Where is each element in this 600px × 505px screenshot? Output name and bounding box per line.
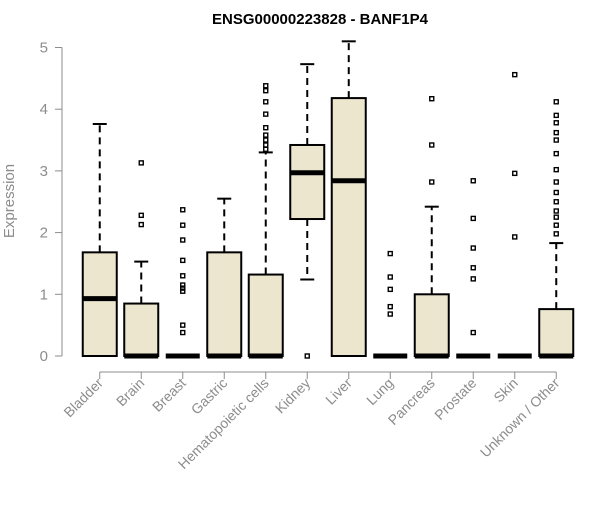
outlier-point [263, 125, 269, 131]
box-group [413, 96, 450, 359]
outlier-point [553, 179, 559, 185]
outlier-point [387, 274, 393, 280]
outlier-point [180, 257, 186, 264]
boxes-layer [81, 40, 575, 359]
outlier-point [387, 250, 393, 257]
outlier-point [470, 329, 476, 336]
outlier-point [263, 111, 269, 117]
outlier-point [180, 285, 186, 291]
x-tick-label: Brain [113, 375, 147, 409]
x-tick-label: Liver [322, 375, 355, 408]
x-tick-label: Kidney [272, 375, 314, 417]
outlier-point [180, 329, 186, 336]
box [538, 308, 575, 357]
outlier-point [553, 137, 559, 143]
outlier-point [263, 146, 269, 153]
outlier-point [470, 245, 476, 251]
outlier-point [429, 179, 435, 185]
outlier-point [470, 276, 476, 282]
outlier-point [138, 160, 144, 166]
outlier-point [180, 207, 186, 213]
outlier-point [429, 142, 435, 148]
outlier-point [304, 353, 310, 359]
outlier-point [263, 83, 269, 89]
outlier-point [387, 311, 393, 317]
box-group [330, 40, 367, 358]
box [413, 293, 450, 357]
y-tick-label: 1 [40, 286, 48, 303]
box-group [206, 197, 243, 359]
outlier-point [512, 234, 518, 240]
outlier-point [138, 212, 144, 219]
outlier-point [263, 142, 269, 148]
x-tick-label: Bladder [60, 375, 106, 421]
outlier-point [553, 231, 559, 237]
box-group [165, 207, 200, 359]
box [81, 251, 118, 357]
outlier-point [553, 208, 559, 214]
y-tick-label: 4 [40, 101, 48, 118]
box-group [373, 250, 408, 359]
outlier-point [470, 215, 476, 222]
box-group [497, 71, 532, 359]
outlier-point [553, 150, 559, 157]
outlier-point [553, 112, 559, 119]
box-group [289, 63, 326, 359]
outlier-point [263, 99, 269, 105]
x-tick-label: Lung [363, 375, 396, 408]
outlier-point [138, 221, 144, 228]
y-tick-label: 0 [40, 348, 48, 365]
outlier-point [553, 199, 559, 205]
y-axis: 0 1 2 3 4 5 [40, 40, 63, 365]
outlier-point [553, 120, 559, 126]
outlier-point [387, 286, 393, 293]
outlier-point [470, 178, 476, 184]
outlier-point [180, 322, 186, 328]
outlier-point [180, 237, 186, 243]
outlier-point [263, 87, 269, 94]
y-tick-label: 5 [40, 40, 48, 57]
outlier-point [512, 71, 518, 78]
box [330, 97, 367, 358]
box-group [247, 83, 284, 359]
box [289, 143, 326, 221]
y-axis-label: Expression [1, 164, 18, 238]
box-group [123, 160, 160, 359]
outlier-point [387, 303, 393, 310]
box [123, 302, 160, 357]
outlier-point [553, 99, 559, 105]
x-tick-label: Skin [490, 375, 521, 406]
y-tick-label: 2 [40, 225, 48, 242]
outlier-point [470, 265, 476, 271]
outlier-point [180, 282, 186, 288]
x-tick-label: Prostate [431, 375, 479, 423]
box-group [456, 178, 491, 359]
x-tick-label: Unknown / Other [477, 375, 563, 461]
box [247, 273, 284, 357]
box [206, 251, 243, 357]
x-tick-label: Breast [149, 375, 189, 415]
outlier-point [263, 137, 269, 143]
outlier-point [180, 288, 186, 294]
box-group [538, 99, 575, 359]
outlier-point [180, 222, 186, 228]
outlier-point [180, 273, 186, 279]
outlier-point [263, 132, 269, 138]
outlier-point [553, 166, 559, 173]
outlier-point [553, 189, 559, 196]
outlier-point [512, 170, 518, 177]
outlier-point [553, 214, 559, 220]
outlier-point [553, 129, 559, 136]
chart-title: ENSG00000223828 - BANF1P4 [212, 11, 429, 28]
y-tick-label: 3 [40, 163, 48, 180]
outlier-point [429, 96, 435, 102]
outlier-point [553, 222, 559, 228]
box-group [81, 123, 118, 357]
